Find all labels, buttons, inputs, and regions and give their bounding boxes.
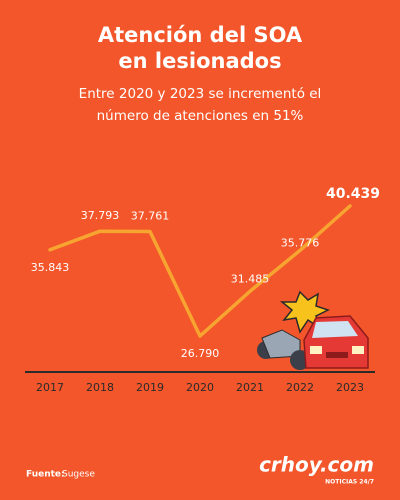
chart-title: Atención del SOA (98, 23, 303, 47)
chart-title: en lesionados (118, 49, 281, 73)
source: Sugese (62, 470, 95, 480)
chart-subtitle: Entre 2020 y 2023 se incrementó el (79, 86, 322, 102)
data-label: 35.776 (281, 236, 320, 249)
x-tick-label: 2023 (336, 381, 364, 394)
x-tick-label: 2020 (186, 381, 214, 394)
logo-tagline: NOTICIAS 24/7 (325, 479, 374, 486)
data-label: 31.485 (231, 272, 270, 285)
data-label: 35.843 (31, 261, 70, 274)
line (48, 204, 352, 338)
x-tick-label: 2017 (36, 381, 64, 394)
data-label: 37.793 (81, 209, 120, 222)
x-tick-label: 2021 (236, 381, 264, 394)
data-label: 40.439 (326, 186, 380, 202)
logo: crhoy.com (259, 453, 374, 477)
x-tick-label: 2019 (136, 381, 164, 394)
source-label: Fuente: (26, 470, 65, 480)
x-tick-label: 2018 (86, 381, 114, 394)
chart-subtitle: número de atenciones en 51% (97, 108, 304, 124)
data-label: 37.761 (131, 210, 170, 223)
x-tick-label: 2022 (286, 381, 314, 394)
crash-illustration (257, 290, 369, 370)
data-label: 26.790 (181, 347, 220, 360)
